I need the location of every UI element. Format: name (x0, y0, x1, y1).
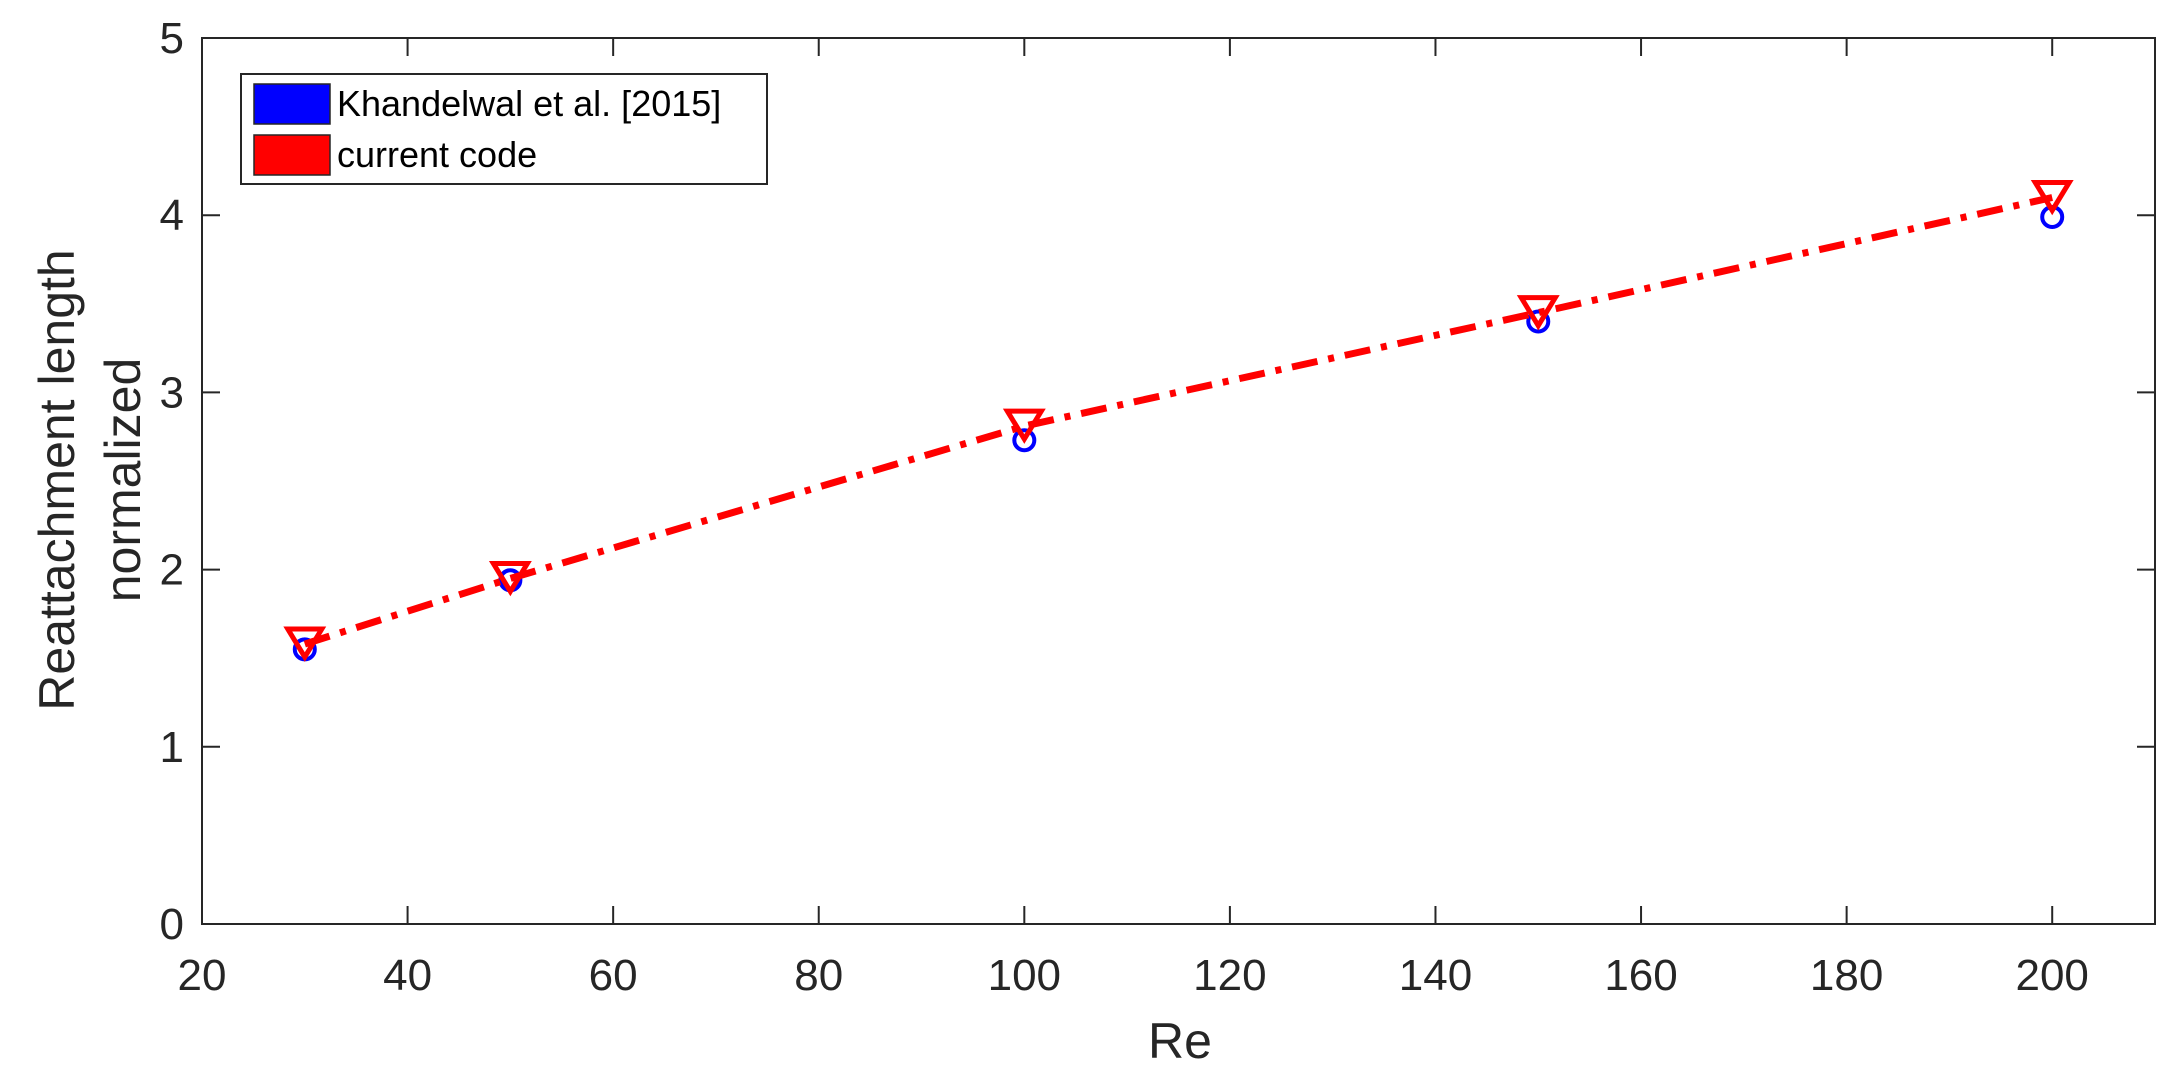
legend: Khandelwal et al. [2015] current code (240, 73, 768, 185)
y-tick-label: 2 (160, 546, 184, 595)
x-tick-label: 120 (1193, 951, 1266, 1000)
x-tick-label: 200 (2015, 951, 2088, 1000)
x-tick-label: 160 (1604, 951, 1677, 1000)
x-tick-label: 60 (589, 951, 638, 1000)
x-tick-label: 100 (988, 951, 1061, 1000)
x-tick-label: 140 (1399, 951, 1472, 1000)
x-tick-label: 20 (178, 951, 227, 1000)
legend-label-0: Khandelwal et al. [2015] (337, 83, 721, 124)
data-point-current-code (2030, 179, 2074, 216)
legend-swatch-0 (253, 83, 331, 125)
legend-label-1: current code (337, 134, 537, 175)
axes-box (201, 37, 2156, 925)
data-point-khandelwal (1526, 309, 1551, 334)
y-tick-label: 0 (160, 900, 184, 949)
y-axis-label-line-2: normalized (95, 358, 151, 603)
data-point-current-code (283, 626, 327, 662)
y-tick-label: 5 (160, 14, 184, 63)
legend-swatch-1 (253, 134, 331, 176)
x-axis-label: Re (1148, 1013, 1212, 1069)
axes: 20 40 60 80 100 120 140 160 180 200 0 1 2 3 4 5 (160, 14, 2156, 1000)
y-tick-label: 4 (160, 191, 184, 240)
x-tick-label: 40 (383, 951, 432, 1000)
x-tick-label: 80 (794, 951, 843, 1000)
y-tick-label: 3 (160, 368, 184, 417)
plot-area (283, 179, 2074, 662)
y-tick-label: 1 (160, 723, 184, 772)
y-axis-label-line-1: Reattachment length (29, 249, 85, 710)
data-point-current-code (488, 560, 532, 597)
x-tick-label: 180 (1810, 951, 1883, 1000)
series-line-1 (303, 194, 2053, 648)
data-point-current-code (1002, 408, 1046, 444)
data-point-khandelwal (1012, 428, 1037, 453)
data-point-current-code (1516, 295, 1560, 331)
